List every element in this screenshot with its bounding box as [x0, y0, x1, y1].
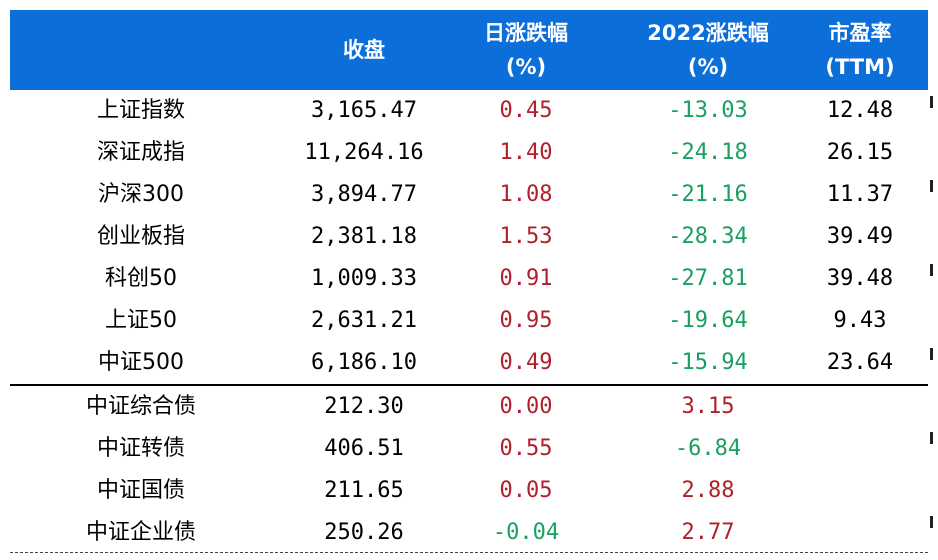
- row-daily-change-cell: 0.45: [499, 98, 553, 123]
- header-ytd-unit: (%): [687, 55, 729, 79]
- row-pe-cell: 9.43: [833, 308, 887, 333]
- row-daily-change-cell: 1.40: [499, 140, 553, 165]
- row-ytd-change-cell: -13.03: [668, 98, 748, 123]
- row-name-cell: 中证企业债: [85, 520, 196, 545]
- row-ytd-change-cell: 2.77: [681, 520, 735, 545]
- row-name-cell: 科创50: [105, 266, 177, 291]
- table-row: 中证国债 211.65 0.05 2.88: [10, 470, 928, 512]
- row-daily-change-cell: 1.08: [499, 182, 553, 207]
- row-name-cell: 上证指数: [96, 98, 185, 123]
- row-close-cell: 406.51: [324, 436, 404, 461]
- row-name-cell: 中证国债: [96, 478, 185, 503]
- row-daily-change-cell: 0.55: [499, 436, 553, 461]
- edge-marker: [930, 264, 933, 276]
- edge-marker: [930, 516, 933, 528]
- row-close-cell: 212.30: [324, 394, 404, 419]
- row-close-cell: 3,894.77: [311, 182, 417, 207]
- row-name-cell: 上证50: [105, 308, 177, 333]
- header-daily-label: 日涨跌幅: [484, 21, 568, 45]
- row-pe-cell: 39.49: [826, 224, 894, 249]
- row-pe-cell: [804, 512, 916, 554]
- row-daily-change-cell: 0.49: [499, 350, 553, 375]
- header-pe-unit: (TTM): [825, 55, 895, 79]
- table-row: 中证企业债 250.26 -0.04 2.77: [10, 512, 928, 554]
- row-close-cell: 2,631.21: [311, 308, 417, 333]
- header-ytd-label: 2022涨跌幅: [647, 21, 769, 45]
- row-close-cell: 6,186.10: [311, 350, 417, 375]
- row-name-cell: 创业板指: [96, 224, 185, 249]
- row-name-cell: 中证转债: [96, 436, 185, 461]
- row-close-cell: 1,009.33: [311, 266, 417, 291]
- header-cell-pe: 市盈率 (TTM): [804, 10, 916, 90]
- edge-marker: [930, 96, 933, 108]
- header-cell-ytd-change: 2022涨跌幅 (%): [618, 10, 798, 90]
- row-close-cell: 2,381.18: [311, 224, 417, 249]
- row-daily-change-cell: 0.95: [499, 308, 553, 333]
- header-cell-daily-change: 日涨跌幅 (%): [456, 10, 596, 90]
- row-pe-cell: [804, 470, 916, 512]
- row-ytd-change-cell: 2.88: [681, 478, 735, 503]
- row-daily-change-cell: 1.53: [499, 224, 553, 249]
- table-row: 中证500 6,186.10 0.49 -15.94 23.64: [10, 342, 928, 384]
- header-close-label: 收盘: [343, 38, 385, 62]
- row-pe-cell: 11.37: [826, 182, 894, 207]
- row-pe-cell: 12.48: [826, 98, 894, 123]
- row-daily-change-cell: 0.00: [499, 394, 553, 419]
- row-name-cell: 沪深300: [98, 182, 184, 207]
- row-daily-change-cell: 0.91: [499, 266, 553, 291]
- row-daily-change-cell: 0.05: [499, 478, 553, 503]
- table-header: 收盘 日涨跌幅 (%) 2022涨跌幅 (%) 市盈率 (TTM): [10, 10, 928, 90]
- row-name-cell: 中证综合债: [85, 394, 196, 419]
- row-name-cell: 深证成指: [96, 140, 185, 165]
- table-row: 深证成指 11,264.16 1.40 -24.18 26.15: [10, 132, 928, 174]
- table-row: 科创50 1,009.33 0.91 -27.81 39.48: [10, 258, 928, 300]
- row-close-cell: 3,165.47: [311, 98, 417, 123]
- row-name-cell: 中证500: [98, 350, 184, 375]
- row-ytd-change-cell: -19.64: [668, 308, 748, 333]
- row-ytd-change-cell: -27.81: [668, 266, 748, 291]
- table-row: 中证转债 406.51 0.55 -6.84: [10, 428, 928, 470]
- header-daily-unit: (%): [505, 55, 547, 79]
- header-cell-name: [60, 10, 222, 90]
- table-row: 沪深300 3,894.77 1.08 -21.16 11.37: [10, 174, 928, 216]
- table-body: 上证指数 3,165.47 0.45 -13.03 12.48 深证成指 11,264.16…: [10, 90, 928, 554]
- edge-marker: [930, 348, 933, 360]
- row-ytd-change-cell: -15.94: [668, 350, 748, 375]
- header-cell-close: 收盘: [286, 10, 442, 90]
- row-pe-cell: 23.64: [826, 350, 894, 375]
- row-daily-change-cell: -0.04: [492, 520, 560, 545]
- row-ytd-change-cell: -6.84: [674, 436, 742, 461]
- row-close-cell: 250.26: [324, 520, 404, 545]
- row-pe-cell: [804, 386, 916, 428]
- table-row: 上证指数 3,165.47 0.45 -13.03 12.48: [10, 90, 928, 132]
- table-row: 创业板指 2,381.18 1.53 -28.34 39.49: [10, 216, 928, 258]
- row-ytd-change-cell: -28.34: [668, 224, 748, 249]
- table-row: 上证50 2,631.21 0.95 -19.64 9.43: [10, 300, 928, 342]
- table-row: 中证综合债 212.30 0.00 3.15: [10, 384, 928, 428]
- index-performance-table: 收盘 日涨跌幅 (%) 2022涨跌幅 (%) 市盈率 (TTM) 上证指数 3,…: [10, 10, 928, 554]
- row-pe-cell: [804, 428, 916, 470]
- row-ytd-change-cell: -21.16: [668, 182, 748, 207]
- edge-marker: [930, 432, 933, 444]
- row-ytd-change-cell: 3.15: [681, 394, 735, 419]
- bottom-rule: [10, 552, 928, 553]
- row-ytd-change-cell: -24.18: [668, 140, 748, 165]
- row-pe-cell: 39.48: [826, 266, 894, 291]
- row-close-cell: 11,264.16: [304, 140, 424, 165]
- header-pe-label: 市盈率: [828, 21, 892, 45]
- edge-marker: [930, 180, 933, 192]
- row-pe-cell: 26.15: [826, 140, 894, 165]
- row-close-cell: 211.65: [324, 478, 404, 503]
